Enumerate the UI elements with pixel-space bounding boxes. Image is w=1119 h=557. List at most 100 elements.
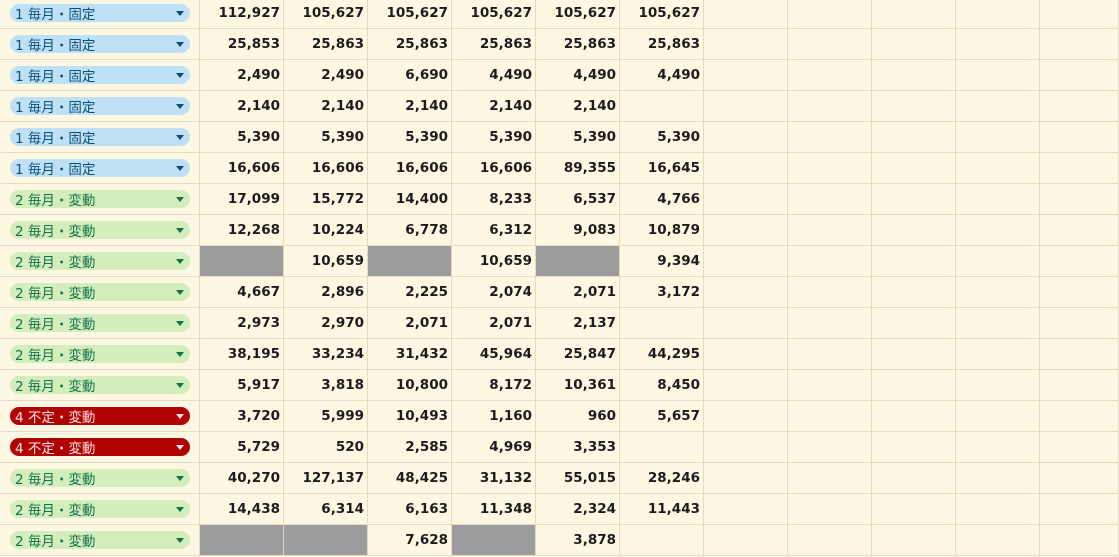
empty-cell[interactable] — [872, 525, 956, 555]
value-cell[interactable]: 40,270 — [200, 463, 284, 493]
category-dropdown-chip[interactable]: 2 毎月・変動 — [10, 500, 190, 519]
empty-cell[interactable] — [956, 184, 1040, 214]
empty-cell[interactable] — [788, 246, 872, 276]
category-cell[interactable]: 2 毎月・変動 — [0, 215, 200, 245]
chevron-down-icon[interactable] — [176, 413, 184, 419]
value-cell[interactable]: 11,443 — [620, 494, 704, 524]
value-cell[interactable]: 4,490 — [452, 60, 536, 90]
category-dropdown-chip[interactable]: 2 毎月・変動 — [10, 283, 190, 302]
chevron-down-icon[interactable] — [176, 10, 184, 16]
empty-cell[interactable] — [1040, 277, 1119, 307]
category-dropdown-chip[interactable]: 2 毎月・変動 — [10, 376, 190, 395]
value-cell[interactable]: 38,195 — [200, 339, 284, 369]
value-cell[interactable]: 5,999 — [284, 401, 368, 431]
value-cell[interactable]: 112,927 — [200, 0, 284, 28]
value-cell[interactable]: 1,160 — [452, 401, 536, 431]
empty-cell[interactable] — [704, 184, 788, 214]
empty-cell[interactable] — [872, 370, 956, 400]
empty-cell[interactable] — [704, 463, 788, 493]
value-cell[interactable]: 16,645 — [620, 153, 704, 183]
value-cell[interactable]: 2,490 — [200, 60, 284, 90]
value-cell[interactable]: 2,896 — [284, 277, 368, 307]
shaded-cell[interactable] — [368, 246, 452, 276]
value-cell[interactable]: 25,863 — [368, 29, 452, 59]
empty-cell[interactable] — [872, 153, 956, 183]
category-dropdown-chip[interactable]: 1 毎月・固定 — [10, 159, 190, 178]
value-cell[interactable]: 14,400 — [368, 184, 452, 214]
empty-cell[interactable] — [1040, 308, 1119, 338]
empty-cell[interactable] — [872, 401, 956, 431]
value-cell[interactable] — [620, 525, 704, 555]
category-cell[interactable]: 4 不定・変動 — [0, 401, 200, 431]
empty-cell[interactable] — [704, 122, 788, 152]
value-cell[interactable]: 7,628 — [368, 525, 452, 555]
value-cell[interactable]: 55,015 — [536, 463, 620, 493]
value-cell[interactable]: 16,606 — [284, 153, 368, 183]
empty-cell[interactable] — [1040, 525, 1119, 555]
value-cell[interactable]: 6,163 — [368, 494, 452, 524]
chevron-down-icon[interactable] — [176, 320, 184, 326]
empty-cell[interactable] — [872, 215, 956, 245]
value-cell[interactable]: 10,659 — [284, 246, 368, 276]
value-cell[interactable]: 45,964 — [452, 339, 536, 369]
value-cell[interactable]: 31,432 — [368, 339, 452, 369]
chevron-down-icon[interactable] — [176, 506, 184, 512]
empty-cell[interactable] — [704, 277, 788, 307]
empty-cell[interactable] — [956, 60, 1040, 90]
category-dropdown-chip[interactable]: 1 毎月・固定 — [10, 66, 190, 85]
empty-cell[interactable] — [704, 60, 788, 90]
value-cell[interactable]: 17,099 — [200, 184, 284, 214]
empty-cell[interactable] — [956, 401, 1040, 431]
value-cell[interactable]: 14,438 — [200, 494, 284, 524]
empty-cell[interactable] — [956, 29, 1040, 59]
value-cell[interactable]: 5,657 — [620, 401, 704, 431]
empty-cell[interactable] — [704, 339, 788, 369]
value-cell[interactable]: 11,348 — [452, 494, 536, 524]
value-cell[interactable] — [620, 91, 704, 121]
empty-cell[interactable] — [704, 308, 788, 338]
category-dropdown-chip[interactable]: 2 毎月・変動 — [10, 221, 190, 240]
empty-cell[interactable] — [788, 60, 872, 90]
empty-cell[interactable] — [704, 494, 788, 524]
empty-cell[interactable] — [704, 91, 788, 121]
value-cell[interactable]: 3,720 — [200, 401, 284, 431]
category-cell[interactable]: 1 毎月・固定 — [0, 122, 200, 152]
value-cell[interactable]: 4,490 — [536, 60, 620, 90]
value-cell[interactable]: 16,606 — [200, 153, 284, 183]
value-cell[interactable]: 6,314 — [284, 494, 368, 524]
value-cell[interactable]: 16,606 — [368, 153, 452, 183]
value-cell[interactable]: 2,071 — [536, 277, 620, 307]
value-cell[interactable]: 6,778 — [368, 215, 452, 245]
value-cell[interactable]: 10,800 — [368, 370, 452, 400]
empty-cell[interactable] — [1040, 246, 1119, 276]
chevron-down-icon[interactable] — [176, 41, 184, 47]
value-cell[interactable]: 33,234 — [284, 339, 368, 369]
chevron-down-icon[interactable] — [176, 258, 184, 264]
value-cell[interactable]: 16,606 — [452, 153, 536, 183]
value-cell[interactable]: 2,225 — [368, 277, 452, 307]
empty-cell[interactable] — [704, 432, 788, 462]
value-cell[interactable]: 6,312 — [452, 215, 536, 245]
value-cell[interactable]: 960 — [536, 401, 620, 431]
empty-cell[interactable] — [872, 91, 956, 121]
empty-cell[interactable] — [1040, 91, 1119, 121]
value-cell[interactable]: 25,863 — [452, 29, 536, 59]
empty-cell[interactable] — [956, 246, 1040, 276]
value-cell[interactable]: 10,493 — [368, 401, 452, 431]
empty-cell[interactable] — [788, 184, 872, 214]
value-cell[interactable] — [620, 432, 704, 462]
chevron-down-icon[interactable] — [176, 103, 184, 109]
chevron-down-icon[interactable] — [176, 444, 184, 450]
category-dropdown-chip[interactable]: 2 毎月・変動 — [10, 190, 190, 209]
empty-cell[interactable] — [956, 339, 1040, 369]
value-cell[interactable]: 5,390 — [536, 122, 620, 152]
category-cell[interactable]: 1 毎月・固定 — [0, 153, 200, 183]
value-cell[interactable] — [620, 308, 704, 338]
value-cell[interactable]: 2,970 — [284, 308, 368, 338]
value-cell[interactable]: 2,140 — [284, 91, 368, 121]
category-cell[interactable]: 1 毎月・固定 — [0, 29, 200, 59]
value-cell[interactable]: 25,847 — [536, 339, 620, 369]
empty-cell[interactable] — [872, 308, 956, 338]
value-cell[interactable]: 2,973 — [200, 308, 284, 338]
category-cell[interactable]: 2 毎月・変動 — [0, 308, 200, 338]
